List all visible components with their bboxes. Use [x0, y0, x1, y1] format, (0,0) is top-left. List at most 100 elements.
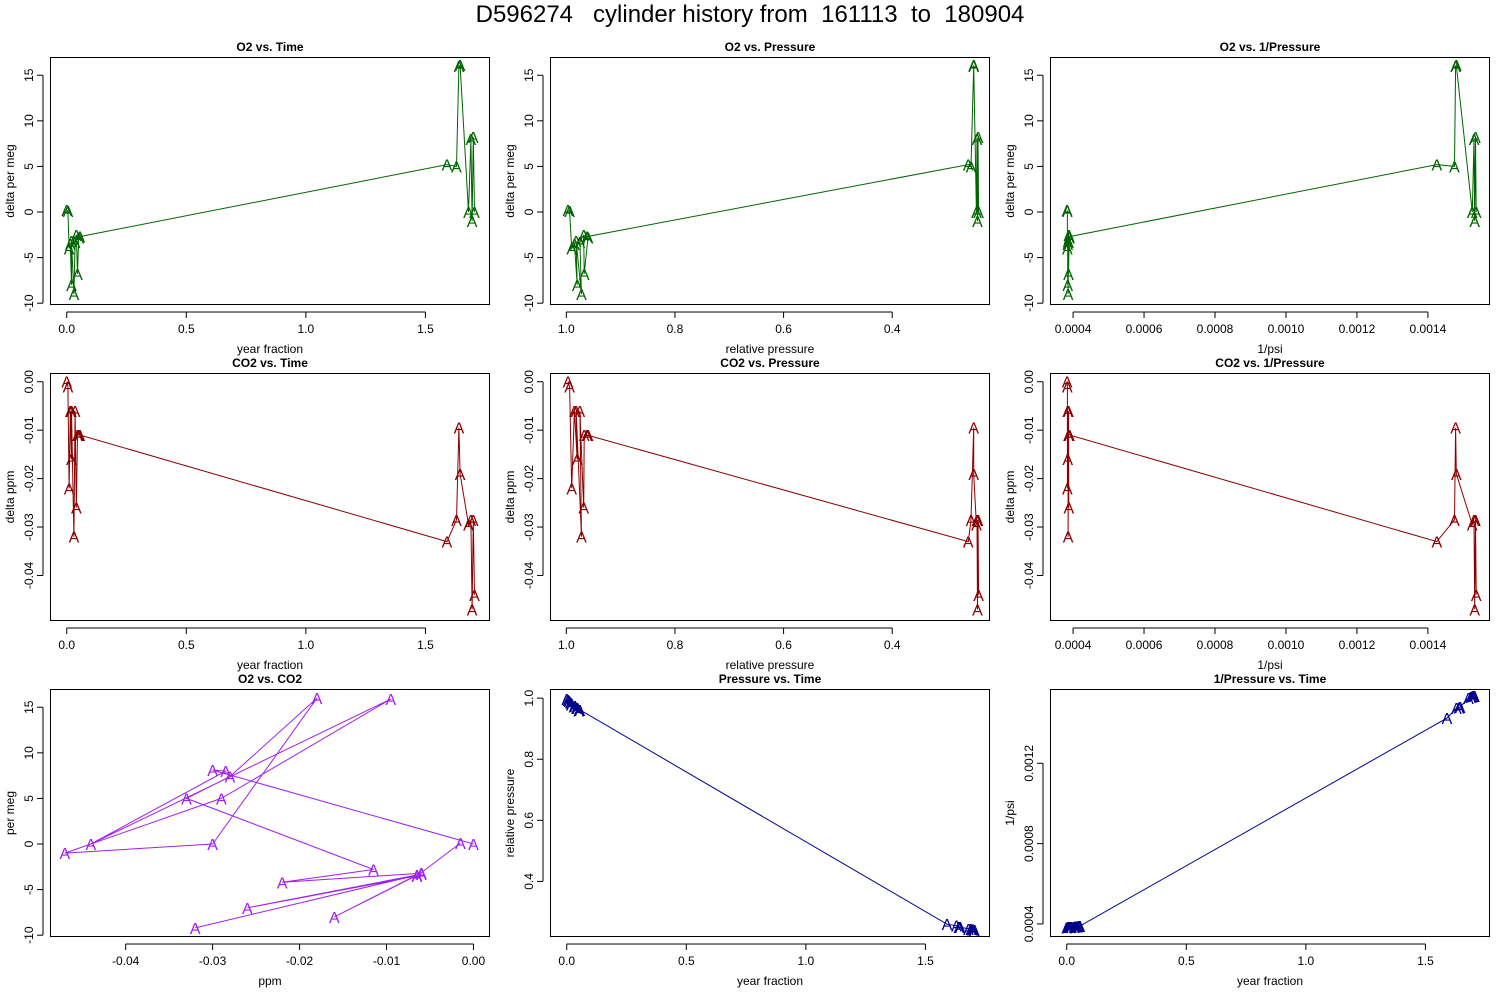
x-tick-label: 1.0 — [558, 322, 575, 336]
data-point: A — [566, 697, 577, 714]
data-point: A — [966, 513, 977, 530]
data-point: A — [972, 214, 983, 231]
plot-frame — [1050, 57, 1490, 305]
data-point: A — [65, 404, 76, 421]
data-point: A — [455, 58, 466, 75]
data-point: A — [1468, 689, 1479, 706]
x-tick-label: 0.0006 — [1126, 322, 1163, 336]
data-point: A — [1469, 689, 1480, 706]
data-point: A — [386, 692, 397, 709]
data-point: A — [578, 501, 589, 518]
data-point: A — [225, 770, 236, 787]
y-tick-label: 0 — [1022, 208, 1036, 215]
y-tick-label: -10 — [1022, 294, 1036, 312]
data-point: A — [416, 867, 427, 884]
y-axis-label: delta per meg — [1003, 144, 1017, 217]
data-point: A — [329, 910, 340, 927]
data-point: A — [1442, 711, 1453, 728]
data-point: A — [66, 234, 77, 251]
data-point: A — [1062, 204, 1073, 221]
data-point: A — [1449, 159, 1460, 176]
data-point: A — [1064, 428, 1075, 445]
data-point: A — [1062, 241, 1073, 258]
data-point: A — [973, 513, 984, 530]
data-point: A — [312, 691, 323, 708]
data-point: A — [69, 530, 80, 547]
x-tick-label: 0.0014 — [1410, 638, 1447, 652]
series-line — [1066, 381, 1477, 610]
x-tick-label: 0.0 — [1058, 954, 1075, 968]
x-tick-label: 0.0 — [58, 322, 75, 336]
y-axis-label: delta per meg — [3, 144, 17, 217]
data-point: A — [1451, 701, 1462, 718]
y-tick-label: -10 — [22, 926, 36, 944]
data-point: A — [971, 205, 982, 222]
data-point: A — [1450, 421, 1461, 438]
data-point: A — [1064, 231, 1075, 248]
data-point: A — [1471, 205, 1482, 222]
data-point: A — [1467, 518, 1478, 535]
data-point: A — [563, 203, 574, 220]
data-point: A — [566, 481, 577, 498]
y-axis-label: delta ppm — [1003, 471, 1017, 524]
y-tick-label: -0.03 — [1022, 513, 1036, 541]
y-tick-label: 0.4 — [522, 873, 536, 890]
chart-panel-4: CO2 vs. Time 0.0 0.5 1.0 1.5 -0.04 -0.03 -0.02 -… — [3, 356, 490, 672]
x-axis-label: ppm — [258, 974, 281, 988]
data-point: A — [566, 241, 577, 258]
y-tick-label: 5 — [1022, 163, 1036, 170]
data-point: A — [1064, 920, 1075, 937]
plot-frame — [50, 57, 490, 305]
data-point: A — [968, 923, 979, 940]
x-tick-label: -0.04 — [112, 954, 140, 968]
series-line — [64, 697, 474, 929]
x-tick-label: 0.8 — [667, 322, 684, 336]
x-tick-label: 0.5 — [1178, 954, 1195, 968]
data-point: A — [1431, 535, 1442, 552]
data-point: A — [1063, 530, 1074, 547]
chart-panel-2: O2 vs. Pressure 1.0 0.8 0.6 0.4 -10 -5 0 5 10 15 re… — [503, 40, 990, 356]
data-point: A — [1065, 920, 1076, 937]
data-point: A — [1072, 920, 1083, 937]
data-point: A — [468, 837, 479, 854]
y-tick-label: 5 — [22, 795, 36, 802]
data-point: A — [564, 204, 575, 221]
data-point: A — [1471, 588, 1482, 605]
chart-panel-6: CO2 vs. 1/Pressure 0.0004 0.0006 0.0008 0.00… — [1003, 356, 1490, 672]
x-axis-label: year fraction — [737, 974, 803, 988]
data-point: A — [968, 421, 979, 438]
x-axis-label: year fraction — [237, 342, 303, 356]
y-tick-label: -5 — [522, 252, 536, 263]
x-tick-label: 0.4 — [884, 638, 901, 652]
data-point: A — [569, 237, 580, 254]
data-point: A — [1062, 452, 1073, 469]
y-tick-label: 10 — [22, 746, 36, 760]
data-point: A — [582, 428, 593, 445]
data-point: A — [1063, 404, 1074, 421]
x-tick-label: 0.5 — [178, 322, 195, 336]
data-point: A — [967, 922, 978, 939]
plot-frame — [550, 689, 990, 937]
y-tick-label: 5 — [522, 163, 536, 170]
data-point: A — [190, 921, 201, 938]
data-point: A — [1062, 237, 1073, 254]
data-point: A — [569, 404, 580, 421]
data-point: A — [75, 230, 86, 247]
data-point: A — [968, 467, 979, 484]
data-point: A — [469, 588, 480, 605]
y-tick-label: 0 — [522, 208, 536, 215]
y-tick-label: 15 — [1022, 68, 1036, 82]
data-point: A — [576, 287, 587, 304]
y-tick-label: 0 — [22, 208, 36, 215]
data-point: A — [69, 287, 80, 304]
data-point: A — [1063, 428, 1074, 445]
x-tick-label: 0.0014 — [1410, 322, 1447, 336]
data-point: A — [412, 869, 423, 886]
data-point: A — [572, 452, 583, 469]
x-tick-label: 0.0006 — [1126, 638, 1163, 652]
x-tick-label: -0.01 — [373, 954, 401, 968]
y-tick-label: -0.02 — [1022, 465, 1036, 493]
x-tick-label: 0.0 — [58, 638, 75, 652]
data-point: A — [70, 404, 81, 421]
y-tick-label: -10 — [522, 294, 536, 312]
